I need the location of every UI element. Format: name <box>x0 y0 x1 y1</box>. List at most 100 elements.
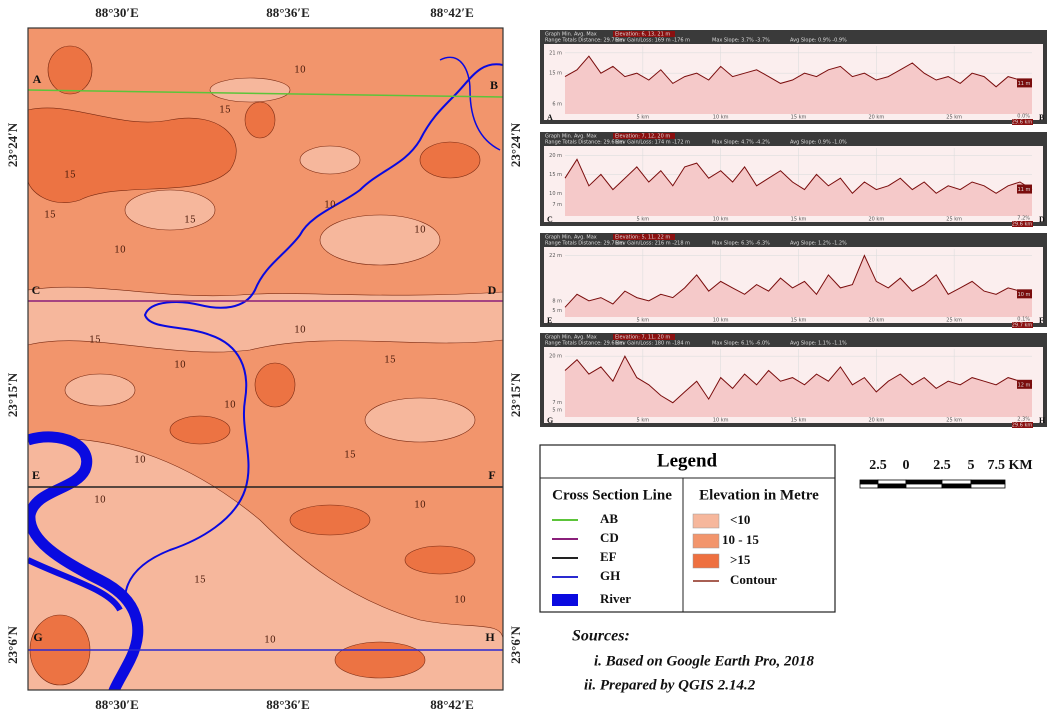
x-tick-label: 20 km <box>868 217 884 223</box>
contour-label: 10 <box>294 66 306 76</box>
header-highlight <box>613 133 675 139</box>
cursor-label: 11 m <box>1018 81 1031 87</box>
longitude-label: 88°30′E <box>95 5 139 20</box>
profile-area <box>565 356 1032 417</box>
section-letter: B <box>1039 113 1045 122</box>
longitude-label: 88°42′E <box>430 5 474 20</box>
profile-line <box>564 254 1033 308</box>
profile-header: Graph Min. Avg. Max <box>545 32 597 38</box>
legend-label: GH <box>600 568 620 583</box>
end-label: 29.6 km <box>1012 423 1033 429</box>
source-line: ii. Prepared by QGIS 2.14.2 <box>584 677 756 693</box>
contour-label: 10 <box>264 636 276 646</box>
section-ab <box>28 89 503 98</box>
contour-label: 10 <box>134 456 146 466</box>
legend-heading: Cross Section Line <box>552 487 672 503</box>
profile-header: Elevation: 7, 11, 20 m <box>615 335 670 341</box>
end-box <box>1012 221 1033 227</box>
slope-label: 0.0% <box>1017 114 1030 120</box>
profile-header: Elev Gain/Loss: 180 m -184 m <box>615 341 690 347</box>
legend-label: EF <box>600 549 617 564</box>
y-tick-label: 22 m <box>549 253 562 259</box>
section-letter: A <box>33 72 42 86</box>
section-letter: D <box>1039 215 1045 224</box>
elevation-profile: Graph Min. Avg. Max Elevation: 7, 11, 20 … <box>540 333 1047 429</box>
y-tick-label: 6 m <box>552 101 562 107</box>
scale-label: 7.5 KM <box>987 458 1032 473</box>
contour-label: 10 <box>454 596 466 606</box>
profile-header: Elev Gain/Loss: 174 m -172 m <box>615 140 690 146</box>
profile-header: Elev Gain/Loss: 216 m -218 m <box>615 241 690 247</box>
section-letter: C <box>547 215 553 224</box>
contour-label: 10 <box>114 246 126 256</box>
section-letter: G <box>547 416 553 425</box>
section-letter: E <box>547 316 552 325</box>
legend-label: 10 - 15 <box>722 532 759 547</box>
legend-title: Legend <box>657 450 718 471</box>
profile-header: Elevation: 6, 13, 21 m <box>615 32 670 38</box>
cursor-box <box>1017 289 1032 299</box>
scale-label: 2.5 <box>933 458 951 473</box>
contour-label: 15 <box>344 451 356 461</box>
contour-label: 15 <box>384 356 396 366</box>
profile-header: Avg Slope: 0.9% -1.0% <box>790 140 847 146</box>
section-letter: C <box>32 283 41 297</box>
section-letter: B <box>490 78 498 92</box>
overlay: 88°30′E 88°36′E 88°42′E 88°30′E 88°36′E 88°42… <box>5 5 523 712</box>
slope-label: 0.1% <box>1017 317 1030 323</box>
x-tick-label: 15 km <box>791 217 807 223</box>
map <box>28 28 503 690</box>
contour-label: 10 <box>294 326 306 336</box>
profile-header: Range Totals Distance: 29.7 km <box>545 38 624 44</box>
cursor-box <box>1017 78 1032 88</box>
contour-label: 10 <box>174 361 186 371</box>
x-tick-label: 15 km <box>791 418 807 424</box>
header-highlight <box>613 31 675 37</box>
profile-header: Avg Slope: 1.2% -1.2% <box>790 241 847 247</box>
x-tick-label: 25 km <box>946 115 962 121</box>
legend-label: AB <box>600 511 618 526</box>
x-tick-label: 20 km <box>868 115 884 121</box>
header-highlight <box>613 234 675 240</box>
x-tick-label: 20 km <box>868 318 884 324</box>
contour-label: 10 <box>414 501 426 511</box>
end-label: 29.6 km <box>1012 222 1033 228</box>
profile-header: Avg Slope: 1.1% -1.1% <box>790 341 847 347</box>
x-tick-label: 5 km <box>637 318 650 324</box>
legend-heading: Elevation in Metre <box>699 487 819 503</box>
x-tick-label: 5 km <box>637 217 650 223</box>
x-tick-label: 10 km <box>713 318 729 324</box>
y-tick-label: 10 m <box>549 191 562 197</box>
profile-header: Graph Min. Avg. Max <box>545 134 597 140</box>
profile-header: Range Totals Distance: 29.7 km <box>545 241 624 247</box>
profile-line <box>564 55 1033 88</box>
end-label: 29.6 km <box>1012 120 1033 126</box>
section-letter: F <box>1039 316 1044 325</box>
scale-segment <box>877 483 907 489</box>
section-letter: H <box>485 630 495 644</box>
cursor-label: 11 m <box>1018 187 1031 193</box>
scale-segment <box>941 479 972 485</box>
profile-header: Elevation: 5, 11, 22 m <box>615 235 670 241</box>
scale-segment <box>905 479 943 485</box>
scale-segment <box>859 479 879 485</box>
legend-label: CD <box>600 530 619 545</box>
x-tick-label: 25 km <box>946 217 962 223</box>
profile-line <box>564 158 1033 195</box>
section-letter: E <box>32 468 40 482</box>
y-tick-label: 15 m <box>549 172 562 178</box>
y-tick-label: 5 m <box>552 407 562 413</box>
section-letter: A <box>547 113 553 122</box>
source-line: i. Based on Google Earth Pro, 2018 <box>594 653 815 669</box>
end-box <box>1012 322 1033 328</box>
end-box <box>1012 119 1033 125</box>
profile-area <box>565 255 1032 317</box>
scale-segment <box>905 483 943 489</box>
legend-swatch <box>692 513 720 529</box>
legend-swatch <box>692 533 720 549</box>
contour-label: 15 <box>64 171 76 181</box>
elevation-profile: Graph Min. Avg. Max Elevation: 6, 13, 21 … <box>540 30 1047 126</box>
header-highlight <box>613 334 675 340</box>
profile-header: Elevation: 7, 12, 20 m <box>615 134 670 140</box>
